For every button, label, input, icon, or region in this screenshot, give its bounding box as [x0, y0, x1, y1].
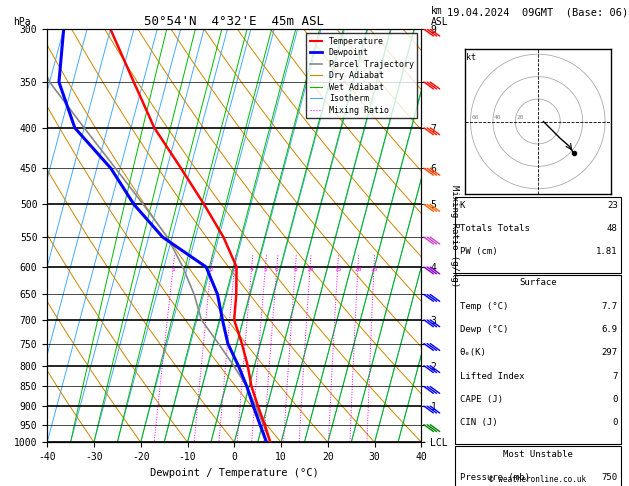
Text: Temp (°C): Temp (°C): [460, 302, 508, 311]
Y-axis label: Mixing Ratio (g/kg): Mixing Ratio (g/kg): [450, 185, 459, 287]
Text: 23: 23: [607, 201, 618, 210]
Text: 1: 1: [171, 267, 175, 272]
Text: 7: 7: [612, 372, 618, 381]
Text: 7.7: 7.7: [601, 302, 618, 311]
Text: 19.04.2024  09GMT  (Base: 06): 19.04.2024 09GMT (Base: 06): [447, 7, 628, 17]
Text: km
ASL: km ASL: [431, 6, 448, 27]
Title: 50°54'N  4°32'E  45m ASL: 50°54'N 4°32'E 45m ASL: [144, 15, 325, 28]
Text: 297: 297: [601, 348, 618, 358]
Text: 40: 40: [494, 115, 501, 120]
Text: PW (cm): PW (cm): [460, 247, 498, 257]
Text: Totals Totals: Totals Totals: [460, 224, 530, 233]
Text: 0: 0: [612, 395, 618, 404]
Text: K: K: [460, 201, 465, 210]
Text: θₑ(K): θₑ(K): [460, 348, 487, 358]
Text: 60: 60: [472, 115, 479, 120]
Text: 15: 15: [334, 267, 342, 272]
Legend: Temperature, Dewpoint, Parcel Trajectory, Dry Adiabat, Wet Adiabat, Isotherm, Mi: Temperature, Dewpoint, Parcel Trajectory…: [306, 34, 417, 118]
Text: 3: 3: [233, 267, 237, 272]
Bar: [455, 446, 621, 486]
Text: 1.81: 1.81: [596, 247, 618, 257]
Text: CIN (J): CIN (J): [460, 418, 498, 428]
Text: 750: 750: [601, 473, 618, 482]
Text: 8: 8: [294, 267, 298, 272]
Text: 20: 20: [354, 267, 362, 272]
Text: Pressure (mb): Pressure (mb): [460, 473, 530, 482]
Text: 20: 20: [516, 115, 524, 120]
Text: Surface: Surface: [519, 278, 557, 288]
Text: 2: 2: [209, 267, 213, 272]
Text: © weatheronline.co.uk: © weatheronline.co.uk: [489, 474, 586, 484]
Text: 6: 6: [275, 267, 279, 272]
Text: 6.9: 6.9: [601, 325, 618, 334]
Text: 0: 0: [612, 418, 618, 428]
Text: Dewp (°C): Dewp (°C): [460, 325, 508, 334]
Text: kt: kt: [466, 53, 476, 62]
Text: 5: 5: [264, 267, 267, 272]
Text: Lifted Index: Lifted Index: [460, 372, 524, 381]
Text: hPa: hPa: [13, 17, 31, 27]
Text: CAPE (J): CAPE (J): [460, 395, 503, 404]
Bar: [455, 197, 621, 273]
Text: 10: 10: [306, 267, 314, 272]
Text: 25: 25: [370, 267, 378, 272]
X-axis label: Dewpoint / Temperature (°C): Dewpoint / Temperature (°C): [150, 468, 319, 478]
Bar: [455, 275, 621, 444]
Text: 48: 48: [607, 224, 618, 233]
Text: 4: 4: [250, 267, 253, 272]
Text: Most Unstable: Most Unstable: [503, 450, 573, 459]
